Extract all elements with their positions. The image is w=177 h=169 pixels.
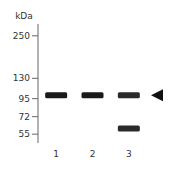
svg-text:95: 95 [19, 94, 30, 104]
svg-text:55: 55 [19, 129, 30, 139]
svg-text:130: 130 [13, 73, 30, 83]
svg-text:72: 72 [19, 112, 30, 122]
svg-text:kDa: kDa [15, 11, 33, 21]
svg-text:250: 250 [13, 31, 30, 41]
svg-text:2: 2 [90, 149, 96, 159]
svg-text:3: 3 [126, 149, 132, 159]
svg-text:1: 1 [53, 149, 59, 159]
